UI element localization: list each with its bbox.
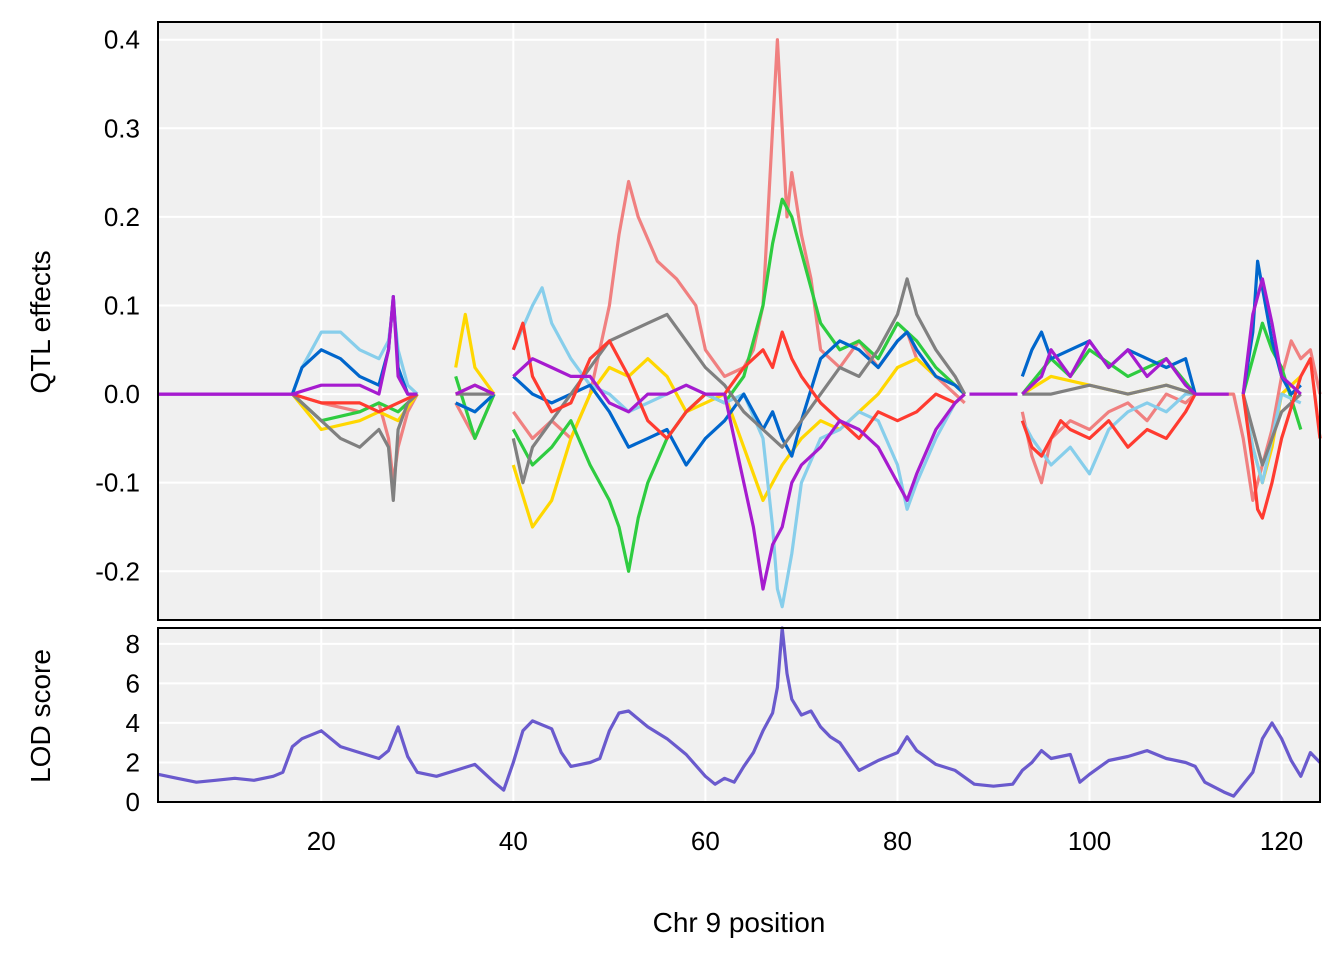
qtl-effects-gridlines (158, 22, 1320, 620)
x-tick-label: 100 (1068, 826, 1111, 856)
qtl-effects-y-tick-label: 0.3 (104, 113, 140, 143)
qtl-effects-series-group (158, 38, 1320, 607)
qtl-effects-y-tick-label: 0.2 (104, 202, 140, 232)
qtl-effects-panel: -0.2 -0.1 0.0 0.1 0.2 0.3 0.4 QTL effects (25, 21, 1321, 621)
qtl-effects-y-axis-label: QTL effects (25, 250, 56, 393)
qtl-effects-y-tick-label: -0.2 (95, 556, 140, 586)
lod-series-line-1 (157, 626, 1322, 798)
lod-series-group (157, 626, 1322, 798)
x-tick-label: 20 (307, 826, 336, 856)
qtl-effects-y-tick-label: -0.1 (95, 468, 140, 498)
qtl-effects-y-tick-label: 0.0 (104, 379, 140, 409)
x-tick-label: 60 (691, 826, 720, 856)
lod-score-panel: 0 2 4 6 8 20 40 60 80 100 120 LOD score (25, 626, 1322, 856)
qtl-effects-plot-frame (157, 21, 1321, 621)
qtl-effects-y-tick-label: 0.4 (104, 25, 140, 55)
qtl-effects-y-ticks: -0.2 -0.1 0.0 0.1 0.2 0.3 0.4 (95, 25, 140, 587)
qtl-effects-plot-background (158, 22, 1320, 620)
x-tick-label: 120 (1260, 826, 1303, 856)
x-tick-label: 80 (883, 826, 912, 856)
lod-y-tick-label: 2 (126, 747, 140, 777)
lod-plot-frame (157, 627, 1321, 803)
x-axis-label: Chr 9 position (653, 907, 826, 938)
qtl-effects-y-tick-label: 0.1 (104, 290, 140, 320)
lod-y-tick-label: 4 (126, 708, 140, 738)
lod-y-tick-label: 0 (126, 787, 140, 817)
x-tick-label: 40 (499, 826, 528, 856)
lod-y-axis-label: LOD score (25, 649, 56, 783)
lod-y-ticks: 0 2 4 6 8 (126, 629, 140, 817)
lod-y-tick-label: 8 (126, 629, 140, 659)
lod-y-tick-label: 6 (126, 668, 140, 698)
x-axis-ticks: 20 40 60 80 100 120 (307, 826, 1303, 856)
